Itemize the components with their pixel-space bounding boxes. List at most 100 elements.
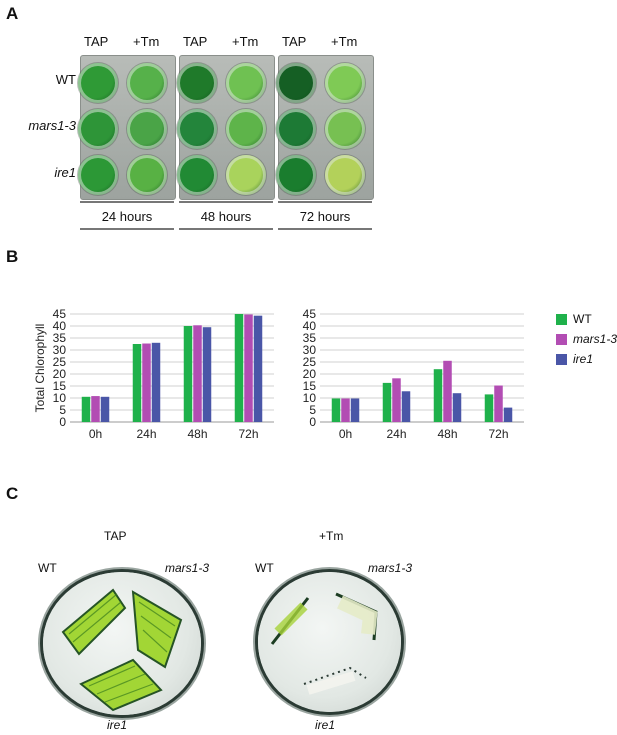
culture-well: [177, 63, 217, 103]
culture-well: [127, 109, 167, 149]
bar-mars1-3-48h: [443, 360, 452, 422]
y-tick-label: 20: [53, 367, 67, 381]
y-tick-label: 25: [53, 355, 67, 369]
culture-well: [325, 63, 365, 103]
column-header-tm: +Tm: [133, 34, 160, 49]
x-tick-label: 72h: [238, 427, 258, 441]
y-tick-label: 30: [303, 343, 317, 357]
column-header-tap: TAP: [84, 34, 109, 49]
culture-well: [325, 109, 365, 149]
x-tick-label: 48h: [437, 427, 457, 441]
bar-mars1-3-24h: [392, 378, 401, 422]
culture-well: [127, 63, 167, 103]
bar-WT-24h: [132, 344, 142, 422]
culture-well: [177, 109, 217, 149]
y-tick-label: 15: [53, 379, 67, 393]
bar-WT-24h: [382, 382, 392, 422]
legend-ire1-label: ire1: [573, 352, 594, 366]
row-label-WT: WT: [55, 72, 76, 87]
plate-tm-dish: [258, 572, 401, 712]
column-header-tap: TAP: [183, 34, 208, 49]
bar-WT-48h: [433, 369, 443, 422]
y-tick-label: 15: [303, 379, 317, 393]
column-header-tap: TAP: [282, 34, 307, 49]
y-tick-label: 5: [59, 403, 66, 417]
x-tick-label: 48h: [187, 427, 207, 441]
bar-mars1-3-72h: [244, 314, 253, 422]
bar-ire1-72h: [253, 315, 263, 422]
time-label: 24 hours: [101, 209, 153, 224]
bar-ire1-72h: [503, 407, 513, 422]
culture-well: [177, 155, 217, 195]
culture-well: [127, 155, 167, 195]
culture-plate-24-hours: [78, 55, 176, 200]
legend-mars1-3-swatch: [556, 333, 567, 345]
legend-wt: WT: [556, 312, 592, 326]
y-tick-label: 0: [309, 415, 316, 429]
plate-tap-wt-label: WT: [38, 561, 57, 575]
legend-mars1-3-label: mars1-3: [573, 332, 617, 346]
time-bracket-top: [80, 201, 174, 203]
column-header-tm: +Tm: [232, 34, 259, 49]
plate-tap-ire1-label: ire1: [107, 718, 128, 732]
panel-c-label: C: [6, 484, 19, 503]
column-header-tm: +Tm: [331, 34, 358, 49]
y-tick-label: 30: [53, 343, 67, 357]
culture-well: [325, 155, 365, 195]
x-tick-label: 72h: [488, 427, 508, 441]
culture-well: [226, 155, 266, 195]
plate-tap-mars1-3-label: mars1-3: [165, 561, 210, 575]
plate-tm-streaks: [270, 592, 378, 695]
bar-mars1-3-48h: [193, 325, 202, 422]
y-tick-label: 35: [303, 331, 317, 345]
y-tick-label: 45: [53, 307, 67, 321]
culture-plate-48-hours: [177, 55, 275, 200]
plate-tm-mars1-3-label: mars1-3: [368, 561, 413, 575]
time-bracket-bottom: [278, 228, 372, 230]
bar-ire1-48h: [202, 327, 212, 422]
culture-well: [276, 63, 316, 103]
row-label-ire1: ire1: [54, 165, 76, 180]
bar-ire1-0h: [350, 398, 360, 422]
time-bracket-top: [278, 201, 372, 203]
row-label-mars1-3: mars1-3: [28, 118, 76, 133]
panel-a-label: A: [6, 4, 19, 23]
y-tick-label: 40: [53, 319, 67, 333]
y-tick-label: 10: [303, 391, 317, 405]
culture-well: [226, 109, 266, 149]
y-tick-label: 40: [303, 319, 317, 333]
x-tick-label: 0h: [339, 427, 352, 441]
plate-tm-title: +Tm: [319, 529, 344, 543]
bar-ire1-0h: [100, 396, 110, 422]
time-label: 72 hours: [299, 209, 351, 224]
bar-WT-72h: [234, 314, 244, 422]
y-tick-label: 45: [303, 307, 317, 321]
plate-tap-title: TAP: [104, 529, 127, 543]
y-tick-label: 5: [309, 403, 316, 417]
bar-mars1-3-24h: [142, 343, 151, 422]
bar-ire1-24h: [151, 342, 161, 422]
x-tick-label: 0h: [89, 427, 102, 441]
plate-tap-dish: [43, 572, 201, 715]
time-label: 48 hours: [200, 209, 252, 224]
y-axis-title: Total Chlorophyll: [33, 324, 47, 413]
culture-well: [226, 63, 266, 103]
culture-well: [78, 63, 118, 103]
bar-mars1-3-0h: [341, 398, 350, 422]
bar-ire1-24h: [401, 391, 411, 422]
culture-well: [78, 155, 118, 195]
y-tick-label: 25: [303, 355, 317, 369]
y-tick-label: 20: [303, 367, 317, 381]
culture-well: [276, 109, 316, 149]
legend-wt-swatch: [556, 313, 567, 325]
bar-mars1-3-72h: [494, 385, 503, 422]
bar-ire1-48h: [452, 393, 462, 422]
panel-b-label: B: [6, 247, 19, 266]
time-bracket-bottom: [179, 228, 273, 230]
culture-plate-72-hours: [276, 55, 374, 200]
bar-WT-0h: [331, 398, 341, 422]
x-tick-label: 24h: [136, 427, 156, 441]
legend-wt-label: WT: [573, 312, 592, 326]
bar-WT-48h: [183, 326, 193, 422]
